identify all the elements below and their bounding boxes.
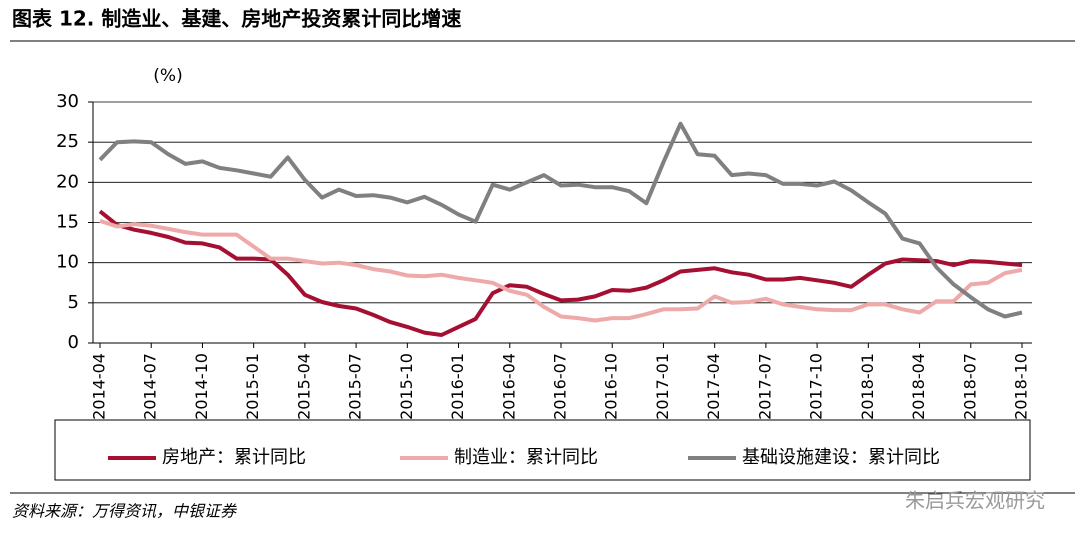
x-tick-label: 2018-01 [858,353,877,420]
x-tick-label: 2015-07 [346,353,365,420]
series-line [98,121,1023,319]
source: 资料来源：万得资讯，中银证券 [12,502,238,521]
x-tick-label: 2017-01 [653,353,672,420]
legend-label: 基础设施建设：累计同比 [742,447,940,468]
x-tick-label: 2017-10 [807,353,826,420]
legend-label: 房地产：累计同比 [162,447,306,468]
watermark: 朱启兵宏观研究 [905,489,1045,513]
chart-title: 图表 12. 制造业、基建、房地产投资累计同比增速 [12,7,461,31]
y-tick-label: 5 [68,292,79,313]
x-tick-label: 2018-10 [1012,353,1031,420]
x-tick-label: 2016-10 [602,353,621,420]
x-tick-label: 2014-10 [192,353,211,420]
y-tick-label: 25 [56,131,79,152]
legend-box [54,419,1031,481]
x-tick-label: 2016-07 [551,353,570,420]
x-tick-label: 2018-07 [960,353,979,420]
y-tick-label: 30 [56,91,79,112]
y-axis-label: (%) [153,66,182,86]
x-tick-label: 2018-04 [909,353,928,420]
y-tick-label: 10 [56,252,79,273]
series-line [99,218,1023,323]
x-tick-label: 2016-01 [448,353,467,420]
y-tick-label: 20 [56,171,79,192]
x-tick-label: 2015-01 [243,353,262,420]
legend-label: 制造业：累计同比 [454,447,598,468]
x-tick-label: 2017-07 [755,353,774,420]
x-tick-label: 2014-07 [141,353,160,420]
x-tick-label: 2017-04 [704,353,723,420]
x-tick-label: 2015-04 [294,353,313,420]
x-tick-label: 2015-10 [397,353,416,420]
x-tick-label: 2014-04 [90,353,109,420]
y-tick-label: 0 [68,332,79,353]
series-line [98,209,1023,337]
x-tick-label: 2016-04 [499,353,518,420]
y-tick-label: 15 [56,212,79,233]
